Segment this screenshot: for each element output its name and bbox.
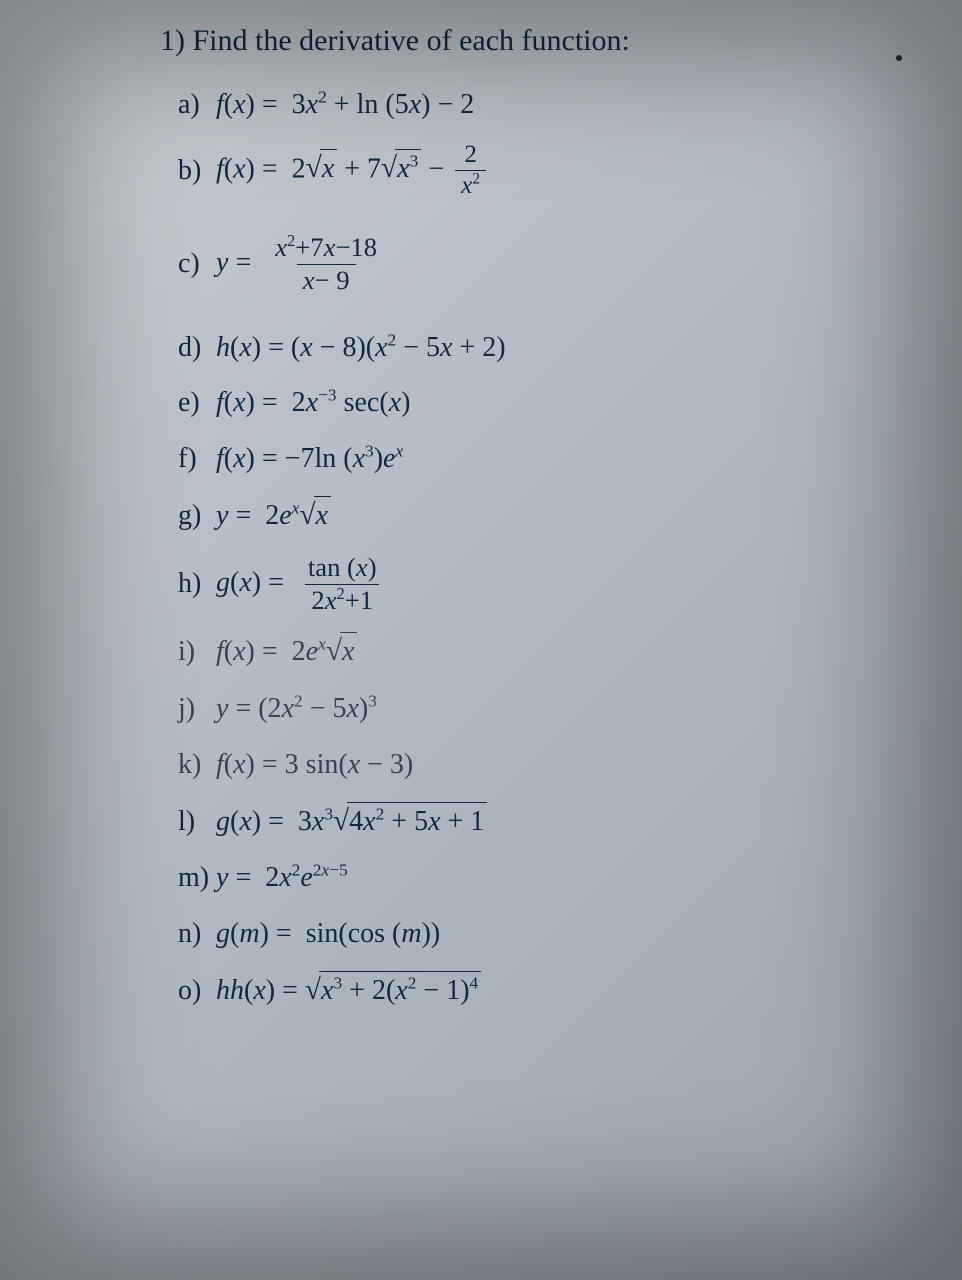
item-label: n) (178, 915, 216, 953)
item-label: m) (178, 859, 216, 897)
item-label: k) (178, 746, 216, 784)
expression: g(x) = tan (x) 2x2+1 (216, 554, 387, 615)
item-j: j) y = (2x2 − 5x)3 (178, 690, 920, 728)
expression: g(m) = sin(cos (m)) (216, 915, 440, 953)
item-c: c) y = x2+7x−18 x− 9 (178, 234, 920, 295)
worksheet: 1) Find the derivative of each function:… (160, 0, 920, 1280)
item-label: c) (178, 245, 216, 283)
item-k: k) f(x) = 3 sin(x − 3) (178, 746, 920, 784)
item-label: e) (178, 384, 216, 422)
item-o: o) hh(x) = √x3 + 2(x2 − 1)4 (178, 971, 920, 1011)
item-f: f) f(x) = −7ln (x3)ex (178, 440, 920, 478)
item-i: i) f(x) = 2ex√x (178, 632, 920, 672)
item-d: d) h(x) = (x − 8)(x2 − 5x + 2) (178, 329, 920, 367)
item-label: b) (178, 152, 216, 190)
expression: y = 2x2e2x−5 (216, 859, 348, 897)
item-label: a) (178, 86, 216, 124)
question-heading: 1) Find the derivative of each function: (160, 24, 920, 58)
item-label: l) (178, 803, 216, 841)
expression: g(x) = 3x3√4x2 + 5x + 1 (216, 802, 487, 842)
expression: f(x) = −7ln (x3)ex (216, 440, 403, 478)
item-h: h) g(x) = tan (x) 2x2+1 (178, 554, 920, 615)
expression: h(x) = (x − 8)(x2 − 5x + 2) (216, 329, 506, 367)
item-e: e) f(x) = 2x−3 sec(x) (178, 384, 920, 422)
item-label: o) (178, 972, 216, 1010)
item-label: g) (178, 497, 216, 535)
item-label: h) (178, 565, 216, 603)
item-label: d) (178, 329, 216, 367)
expression: hh(x) = √x3 + 2(x2 − 1)4 (216, 971, 481, 1011)
item-m: m) y = 2x2e2x−5 (178, 859, 920, 897)
item-label: i) (178, 633, 216, 671)
item-b: b) f(x) = 2√x + 7√x3 − 2x2 (178, 142, 920, 200)
expression: y = x2+7x−18 x− 9 (216, 234, 387, 295)
item-label: f) (178, 440, 216, 478)
expression: f(x) = 3x2 + ln (5x) − 2 (216, 86, 474, 124)
item-a: a) f(x) = 3x2 + ln (5x) − 2 (178, 86, 920, 124)
expression: f(x) = 2√x + 7√x3 − 2x2 (216, 142, 490, 200)
item-label: j) (178, 690, 216, 728)
item-l: l) g(x) = 3x3√4x2 + 5x + 1 (178, 802, 920, 842)
expression: f(x) = 2ex√x (216, 632, 357, 672)
expression: f(x) = 2x−3 sec(x) (216, 384, 410, 422)
expression: y = 2ex√x (216, 496, 331, 536)
expression: f(x) = 3 sin(x − 3) (216, 746, 413, 784)
expression: y = (2x2 − 5x)3 (216, 690, 377, 728)
item-g: g) y = 2ex√x (178, 496, 920, 536)
item-n: n) g(m) = sin(cos (m)) (178, 915, 920, 953)
